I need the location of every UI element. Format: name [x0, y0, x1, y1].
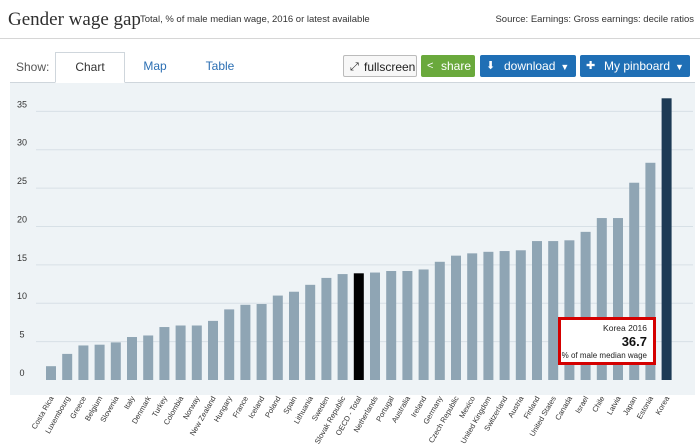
toolbar: Show: Chart Map Table ⤢ fullscreen < sha… — [10, 52, 695, 83]
expand-icon: ⤢ — [350, 61, 359, 73]
chart-subtitle: Total, % of male median wage, 2016 or la… — [140, 14, 370, 25]
bar-germany[interactable] — [434, 261, 445, 380]
chevron-down-icon: ▼ — [675, 62, 684, 72]
bar-norway[interactable] — [191, 325, 202, 380]
bar-spain[interactable] — [289, 291, 299, 380]
y-tick-label: 5 — [19, 330, 24, 340]
bar-finland[interactable] — [532, 241, 542, 380]
bar-france[interactable] — [240, 304, 251, 380]
y-tick-label: 20 — [17, 214, 27, 224]
bar-estonia[interactable] — [645, 162, 656, 380]
tooltip-value: 36.7 — [621, 334, 647, 349]
bar-luxembourg[interactable] — [62, 353, 73, 380]
x-tick-label: Israel — [573, 394, 590, 415]
bar-united-states[interactable] — [548, 241, 559, 380]
bar-costa-rica[interactable] — [46, 366, 56, 380]
bar-united-kingdom[interactable] — [483, 251, 494, 380]
y-tick-label: 15 — [17, 253, 27, 263]
pinboard-label: My pinboard — [604, 59, 671, 73]
x-tick-label: Estonia — [635, 394, 656, 421]
bar-italy[interactable] — [127, 337, 137, 380]
x-tick-label: Canada — [553, 394, 574, 422]
bar-colombia[interactable] — [175, 325, 186, 380]
bar-turkey[interactable] — [159, 327, 170, 380]
y-tick-label: 30 — [17, 138, 27, 148]
share-button[interactable]: < share — [421, 55, 475, 77]
y-tick-label: 25 — [17, 176, 27, 186]
tooltip: Korea 2016 36.7 % of male median wage — [558, 317, 656, 365]
bar-canada[interactable] — [564, 240, 575, 380]
y-tick-label: 10 — [17, 291, 27, 301]
bar-mexico[interactable] — [467, 253, 478, 380]
bar-slovak-republic[interactable] — [337, 274, 348, 380]
bar-poland[interactable] — [272, 295, 283, 380]
bar-sweden[interactable] — [321, 277, 332, 380]
x-axis-labels: Costa RicaLuxembourgGreeceBelgiumSloveni… — [30, 394, 672, 445]
y-axis-ticks: 0 5 10 15 20 25 30 35 — [17, 99, 27, 378]
chart-title: Gender wage gap — [8, 9, 141, 30]
bars — [46, 98, 672, 380]
bar-portugal[interactable] — [386, 271, 397, 380]
tooltip-unit: % of male median wage — [561, 351, 647, 360]
bar-australia[interactable] — [402, 271, 413, 380]
bar-oecd-total[interactable] — [353, 273, 364, 380]
tooltip-country: Korea 2016 — [603, 323, 647, 333]
bar-slovenia[interactable] — [110, 342, 121, 380]
fullscreen-button[interactable]: ⤢ fullscreen — [343, 55, 417, 77]
chevron-down-icon: ▼ — [560, 62, 570, 72]
bar-austria[interactable] — [515, 250, 526, 380]
bar-israel[interactable] — [580, 231, 591, 380]
bar-latvia[interactable] — [613, 218, 623, 380]
bar-greece[interactable] — [78, 345, 89, 380]
bar-netherlands[interactable] — [370, 272, 380, 380]
y-tick-label: 0 — [19, 368, 24, 378]
bar-new-zealand[interactable] — [208, 320, 218, 380]
share-icon: < — [427, 60, 434, 72]
bar-hungary[interactable] — [224, 309, 235, 380]
bar-chile[interactable] — [596, 218, 607, 380]
x-tick-label: Chile — [590, 395, 606, 414]
fullscreen-label: fullscreen — [364, 60, 416, 74]
bar-belgium[interactable] — [94, 344, 105, 380]
x-tick-label: Iceland — [246, 395, 266, 420]
share-label: share — [441, 59, 472, 73]
bar-switzerland[interactable] — [499, 251, 510, 380]
grid-lines — [36, 110, 693, 343]
show-label: Show: — [16, 60, 50, 74]
bar-denmark[interactable] — [143, 335, 154, 380]
x-tick-label: Poland — [263, 395, 282, 420]
download-button[interactable]: ⬇ download ▼ — [480, 55, 576, 77]
tab-chart[interactable]: Chart — [55, 52, 125, 83]
pinboard-button[interactable]: ✚ My pinboard ▼ — [580, 55, 690, 77]
x-tick-label: Korea — [654, 394, 672, 417]
bar-iceland[interactable] — [256, 304, 267, 380]
tab-map[interactable]: Map — [143, 59, 167, 73]
y-tick-label: 35 — [17, 99, 27, 109]
tab-table[interactable]: Table — [205, 59, 235, 73]
download-icon: ⬇ — [486, 60, 496, 72]
download-label: download — [504, 59, 556, 73]
bar-czech-republic[interactable] — [451, 255, 461, 380]
header: Gender wage gap Total, % of male median … — [0, 0, 700, 39]
bar-lithuania[interactable] — [305, 284, 316, 380]
pin-icon: ✚ — [586, 60, 596, 72]
bar-japan[interactable] — [629, 182, 640, 380]
bar-ireland[interactable] — [418, 269, 429, 380]
bar-korea[interactable] — [661, 98, 672, 380]
source-note: Source: Earnings: Gross earnings: decile… — [495, 14, 694, 25]
x-tick-label: Italy — [122, 394, 137, 411]
